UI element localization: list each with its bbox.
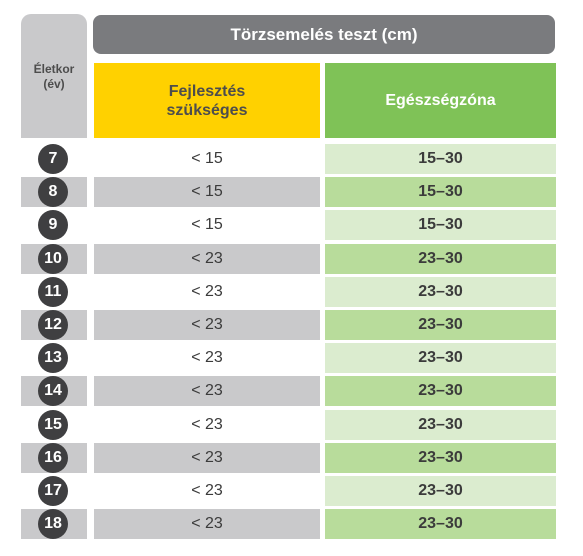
age-badge: 15 bbox=[38, 410, 68, 440]
health-zone-cell: 23–30 bbox=[325, 376, 556, 406]
table-row: 11 < 23 23–30 bbox=[0, 277, 583, 307]
age-header-label: Életkor (év) bbox=[21, 62, 87, 92]
age-badge: 7 bbox=[38, 144, 68, 174]
development-needed-cell: < 23 bbox=[94, 244, 320, 274]
health-zone-cell: 23–30 bbox=[325, 310, 556, 340]
development-needed-cell: < 15 bbox=[94, 144, 320, 174]
development-needed-cell: < 15 bbox=[94, 210, 320, 240]
age-cell: 15 bbox=[21, 410, 87, 440]
age-badge: 9 bbox=[38, 210, 68, 240]
development-needed-cell: < 23 bbox=[94, 410, 320, 440]
table-title: Törzsemelés teszt (cm) bbox=[93, 15, 555, 54]
health-zone-header: Egészségzóna bbox=[325, 63, 556, 138]
table-row: 15 < 23 23–30 bbox=[0, 410, 583, 440]
table-row: 17 < 23 23–30 bbox=[0, 476, 583, 506]
age-badge: 14 bbox=[38, 376, 68, 406]
health-zone-cell: 23–30 bbox=[325, 476, 556, 506]
development-header-line2: szükséges bbox=[166, 101, 248, 119]
age-badge: 16 bbox=[38, 443, 68, 473]
age-cell: 13 bbox=[21, 343, 87, 373]
age-cell: 8 bbox=[21, 177, 87, 207]
development-needed-cell: < 23 bbox=[94, 343, 320, 373]
age-cell: 7 bbox=[21, 144, 87, 174]
health-zone-cell: 15–30 bbox=[325, 177, 556, 207]
development-header-line1: Fejlesztés bbox=[168, 82, 246, 100]
table-row: 16 < 23 23–30 bbox=[0, 443, 583, 473]
development-needed-cell: < 23 bbox=[94, 277, 320, 307]
table-row: 13 < 23 23–30 bbox=[0, 343, 583, 373]
development-needed-cell: < 23 bbox=[94, 310, 320, 340]
age-header-line1: Életkor bbox=[33, 62, 75, 76]
table-row: 9 < 15 15–30 bbox=[0, 210, 583, 240]
age-badge: 13 bbox=[38, 343, 68, 373]
age-badge: 11 bbox=[38, 277, 68, 307]
table-row: 18 < 23 23–30 bbox=[0, 509, 583, 539]
age-badge: 10 bbox=[38, 244, 68, 274]
table-row: 12 < 23 23–30 bbox=[0, 310, 583, 340]
health-zone-cell: 23–30 bbox=[325, 509, 556, 539]
development-needed-cell: < 23 bbox=[94, 476, 320, 506]
age-header-line2: (év) bbox=[43, 77, 65, 91]
health-zone-cell: 15–30 bbox=[325, 210, 556, 240]
age-badge: 12 bbox=[38, 310, 68, 340]
development-needed-header: Fejlesztés szükséges bbox=[94, 63, 320, 138]
health-zone-cell: 23–30 bbox=[325, 277, 556, 307]
age-cell: 9 bbox=[21, 210, 87, 240]
health-zone-cell: 23–30 bbox=[325, 443, 556, 473]
development-needed-cell: < 23 bbox=[94, 443, 320, 473]
table-row: 7 < 15 15–30 bbox=[0, 144, 583, 174]
development-needed-cell: < 23 bbox=[94, 376, 320, 406]
age-column-header: Életkor (év) bbox=[21, 14, 87, 138]
development-needed-cell: < 15 bbox=[94, 177, 320, 207]
age-badge: 8 bbox=[38, 177, 68, 207]
age-cell: 14 bbox=[21, 376, 87, 406]
age-cell: 18 bbox=[21, 509, 87, 539]
age-badge: 18 bbox=[38, 509, 68, 539]
development-needed-cell: < 23 bbox=[94, 509, 320, 539]
health-zone-cell: 15–30 bbox=[325, 144, 556, 174]
table-row: 14 < 23 23–30 bbox=[0, 376, 583, 406]
table-row: 8 < 15 15–30 bbox=[0, 177, 583, 207]
health-zone-cell: 23–30 bbox=[325, 343, 556, 373]
table-row: 10 < 23 23–30 bbox=[0, 244, 583, 274]
age-cell: 17 bbox=[21, 476, 87, 506]
health-zone-cell: 23–30 bbox=[325, 410, 556, 440]
age-cell: 16 bbox=[21, 443, 87, 473]
health-zone-cell: 23–30 bbox=[325, 244, 556, 274]
age-cell: 10 bbox=[21, 244, 87, 274]
age-cell: 12 bbox=[21, 310, 87, 340]
age-badge: 17 bbox=[38, 476, 68, 506]
age-cell: 11 bbox=[21, 277, 87, 307]
